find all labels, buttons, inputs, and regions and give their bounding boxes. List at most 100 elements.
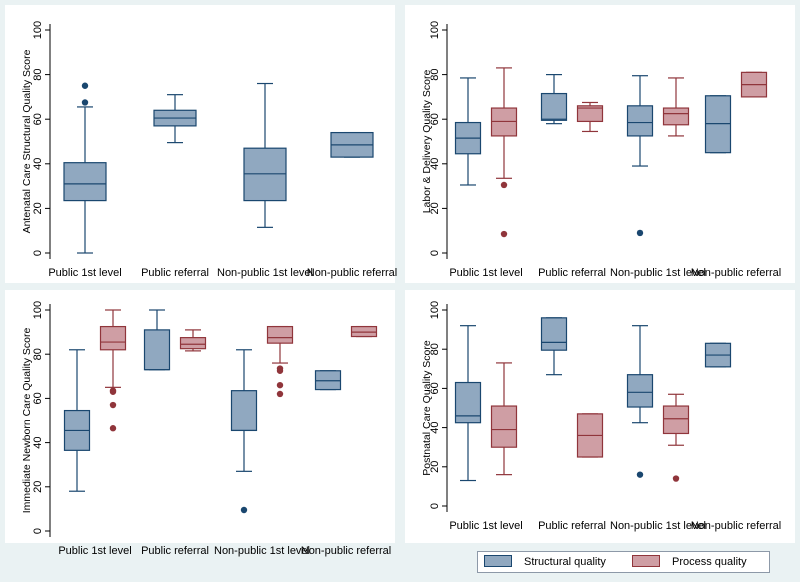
x-category-label: Public 1st level: [58, 545, 131, 557]
y-tick-label: 20: [429, 202, 441, 214]
y-tick-label: 100: [32, 301, 44, 319]
x-category-label: Non-public 1st level: [214, 545, 310, 557]
x-category-label: Public 1st level: [48, 267, 121, 279]
y-axis-title: Postnatal Care Quality Score: [421, 340, 433, 476]
x-category-label: Non-public 1st level: [610, 267, 706, 279]
structural-box: [143, 309, 171, 371]
structural-box: [540, 317, 568, 376]
y-tick-label: 20: [429, 461, 441, 473]
iqr-box: [576, 105, 604, 123]
process-box: [266, 325, 294, 398]
chart-panel: 0 20 40 60 80 100 Postnatal Care Quality Score…: [405, 290, 795, 543]
structural-box: [626, 325, 654, 478]
outlier-point: [81, 99, 89, 106]
structural-box: [626, 75, 654, 237]
x-category-label: Non-public referral: [691, 520, 781, 532]
structural-box: [330, 131, 374, 158]
iqr-box: [540, 317, 568, 351]
y-tick-label: 40: [429, 421, 441, 433]
y-tick-label: 80: [32, 68, 44, 80]
x-category-label: Public 1st level: [449, 520, 522, 532]
outlier-point: [276, 367, 284, 374]
outlier-point: [240, 506, 248, 514]
y-tick-label: 80: [429, 68, 441, 80]
structural-box: [704, 95, 732, 154]
y-axis-title: Immediate Newborn Care Quality Score: [21, 328, 33, 514]
legend-label-structural: Structural quality: [524, 556, 606, 568]
y-tick-label: 20: [32, 481, 44, 493]
iqr-box: [540, 92, 568, 121]
x-category-label: Non-public referral: [301, 545, 391, 557]
x-category-label: Non-public referral: [691, 267, 781, 279]
iqr-box: [490, 405, 518, 448]
structural-box: [540, 73, 568, 125]
y-tick-label: 100: [429, 21, 441, 39]
process-box: [740, 71, 768, 98]
iqr-box: [266, 325, 294, 344]
structural-box: [704, 342, 732, 368]
process-box: [179, 329, 207, 352]
outlier-point: [109, 425, 117, 432]
x-category-label: Non-public 1st level: [610, 520, 706, 532]
process-box: [490, 67, 518, 238]
legend-label-process: Process quality: [672, 556, 747, 568]
outlier-point: [81, 82, 89, 89]
y-tick-label: 40: [429, 158, 441, 170]
iqr-box: [143, 329, 171, 371]
structural-swatch: [484, 555, 512, 567]
x-category-label: Non-public referral: [307, 267, 397, 279]
x-category-label: Public referral: [538, 520, 606, 532]
outlier-point: [500, 230, 508, 238]
y-tick-label: 100: [429, 301, 441, 319]
iqr-box: [179, 337, 207, 350]
chart-panel: 0 20 40 60 80 100 Labor & Delivery Quality Sco…: [405, 5, 795, 283]
iqr-box: [662, 405, 690, 435]
x-category-label: Public referral: [141, 545, 209, 557]
y-axis-title: Antenatal Care Structural Quality Score: [21, 49, 33, 233]
chart-panel: 0 20 40 60 80 100 Antenatal Care Structural Qu…: [5, 5, 397, 283]
structural-box: [63, 82, 107, 254]
process-box: [662, 77, 690, 137]
y-tick-label: 40: [32, 436, 44, 448]
structural-box: [243, 82, 287, 228]
outlier-point: [636, 471, 644, 478]
process-box: [576, 413, 604, 458]
structural-box: [454, 325, 482, 482]
y-tick-label: 80: [429, 343, 441, 355]
structural-box: [63, 349, 91, 492]
panel-background: [5, 290, 395, 543]
process-swatch: [632, 555, 660, 567]
process-box: [350, 325, 378, 338]
outlier-point: [500, 181, 508, 189]
iqr-box: [63, 162, 107, 202]
y-tick-label: 60: [32, 113, 44, 125]
y-tick-label: 60: [429, 382, 441, 394]
x-category-label: Public 1st level: [449, 267, 522, 279]
iqr-box: [454, 381, 482, 424]
x-category-label: Non-public 1st level: [217, 267, 313, 279]
structural-box: [454, 77, 482, 186]
chart-panel: 0 20 40 60 80 100 Immediate Newborn Care Quali…: [5, 290, 395, 557]
panel-background: [5, 5, 395, 283]
process-box: [662, 393, 690, 482]
legend: Structural quality Process quality: [477, 551, 770, 573]
outlier-point: [109, 388, 117, 395]
process-box: [490, 362, 518, 476]
outlier-point: [276, 381, 284, 389]
structural-box: [153, 94, 197, 144]
iqr-box: [626, 105, 654, 137]
outlier-point: [276, 390, 284, 398]
outlier-point: [636, 229, 644, 237]
x-category-label: Public referral: [141, 267, 209, 279]
structural-box: [314, 370, 342, 391]
y-tick-label: 40: [32, 158, 44, 170]
outlier-point: [109, 401, 117, 409]
y-tick-label: 60: [32, 392, 44, 404]
y-tick-label: 20: [32, 202, 44, 214]
iqr-box: [626, 374, 654, 408]
y-tick-label: 0: [32, 250, 44, 256]
outlier-point: [672, 475, 680, 482]
y-axis-title: Labor & Delivery Quality Score: [421, 70, 433, 214]
y-tick-label: 0: [429, 250, 441, 256]
